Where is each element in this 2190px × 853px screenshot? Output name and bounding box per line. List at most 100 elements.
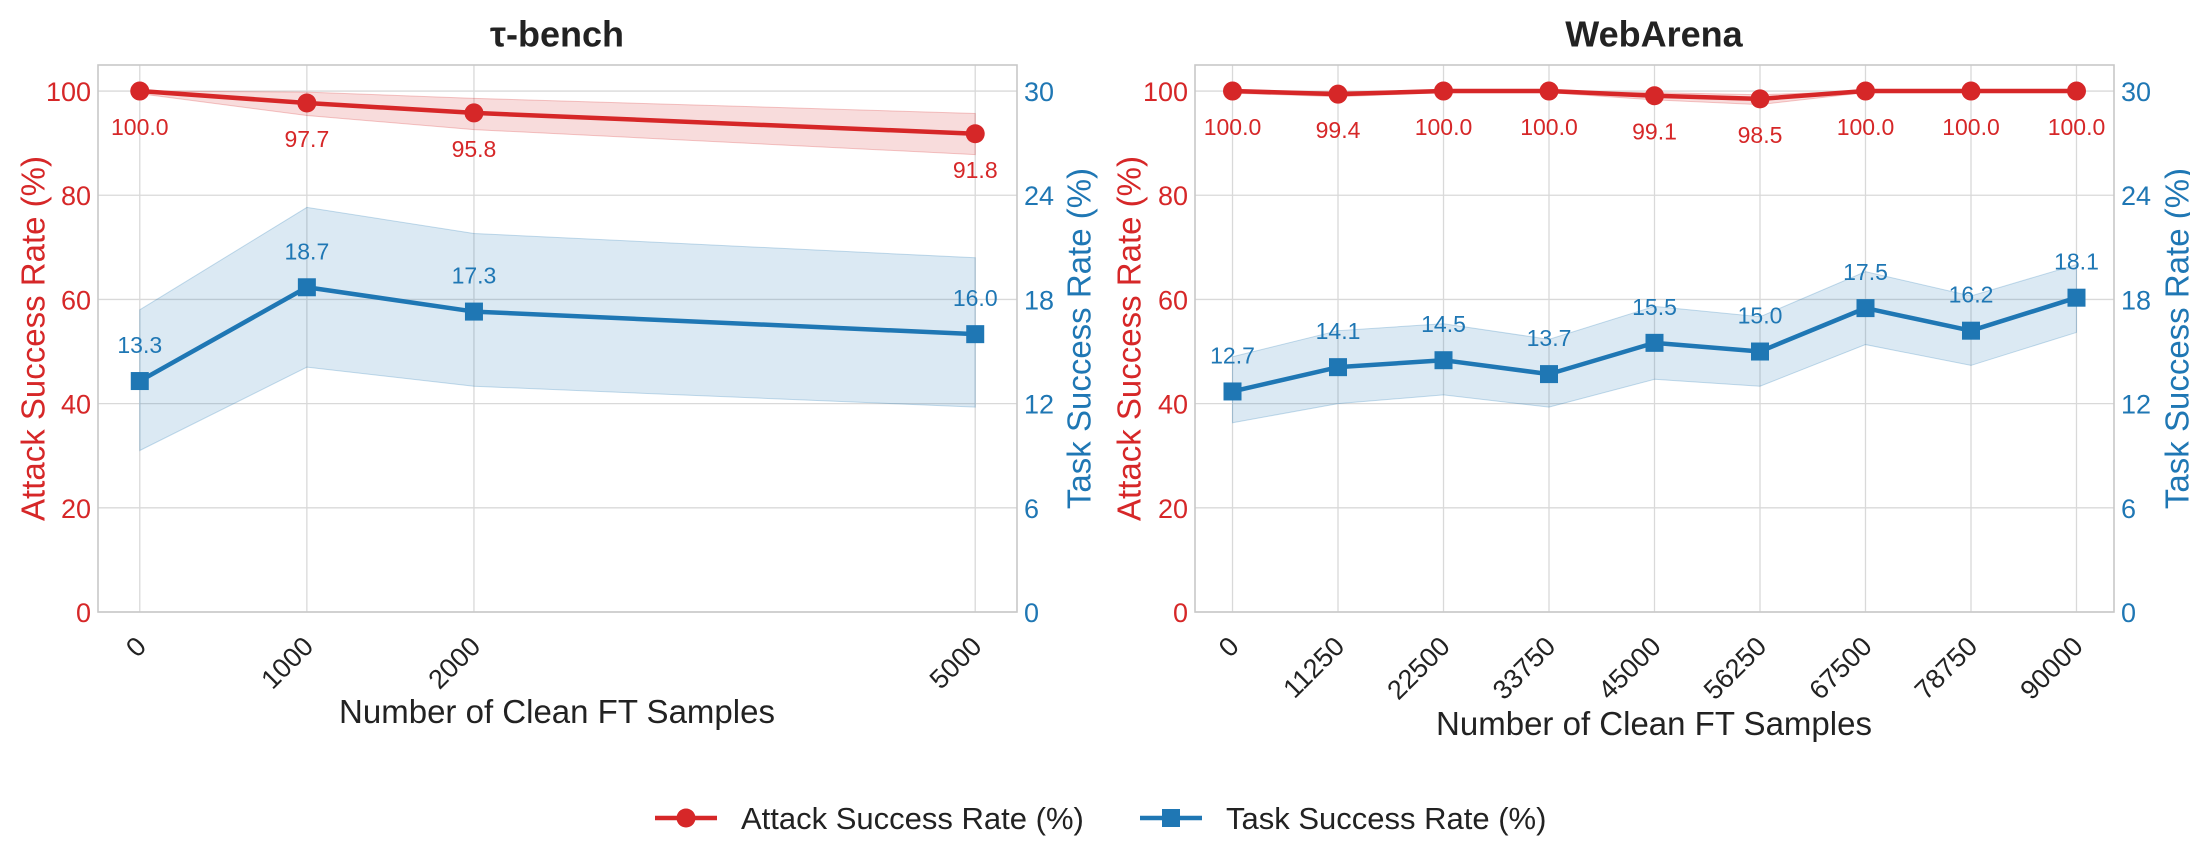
y-left-axis-label: Attack Success Rate (%) — [1111, 156, 1148, 521]
attack-success-point — [965, 124, 985, 144]
x-tick-label: 78750 — [1909, 631, 1983, 705]
x-tick-label: 0 — [120, 631, 152, 663]
y-left-tick-label: 20 — [61, 494, 91, 524]
task-success-point — [1961, 321, 1980, 340]
attack-success-data-label: 100.0 — [1520, 114, 1578, 140]
task-success-point — [1540, 365, 1559, 384]
task-success-point — [1329, 358, 1348, 377]
y-left-tick-label: 80 — [61, 181, 91, 211]
y-right-tick-label: 0 — [1024, 598, 1039, 628]
attack-success-point — [1645, 86, 1664, 106]
task-success-point — [2067, 288, 2086, 307]
legend-task-label: Task Success Rate (%) — [1226, 801, 1546, 836]
chart-panel-webarena: WebArena 0 20 40 60 80 100 0 6 12 18 24 30 0 11250 2250… — [1111, 14, 2190, 742]
y-right-tick-label: 0 — [2121, 598, 2136, 628]
attack-success-data-label: 97.7 — [284, 126, 329, 152]
task-success-point — [1645, 333, 1664, 352]
y-right-axis-label: Task Success Rate (%) — [2159, 168, 2190, 509]
attack-success-data-label: 100.0 — [1942, 114, 2000, 140]
panel-title: τ-bench — [490, 14, 624, 55]
attack-success-point — [464, 103, 484, 123]
task-success-data-label: 15.0 — [1738, 303, 1783, 329]
x-tick-label: 5000 — [924, 631, 988, 695]
y-right-tick-label: 24 — [2121, 181, 2151, 211]
attack-success-point — [1539, 81, 1559, 101]
y-right-tick-label: 6 — [2121, 494, 2136, 524]
task-success-line — [138, 285, 976, 384]
legend-attack-marker — [676, 808, 696, 828]
attack-success-point — [1328, 84, 1348, 104]
x-tick-label: 0 — [1213, 631, 1245, 663]
y-right-tick-label: 24 — [1024, 181, 1054, 211]
task-success-point — [1434, 351, 1453, 370]
task-success-data-label: 18.1 — [2054, 249, 2099, 275]
x-tick-label: 33750 — [1487, 631, 1561, 705]
task-success-data-label: 13.3 — [117, 332, 162, 358]
task-success-data-label: 15.5 — [1632, 294, 1677, 320]
task-success-point — [1223, 382, 1242, 401]
plot-frame — [1194, 64, 2115, 613]
y-right-tick-label: 30 — [1024, 77, 1054, 107]
x-axis-label: Number of Clean FT Samples — [339, 693, 775, 730]
y-left-tick-label: 100 — [46, 77, 91, 107]
x-tick-label: 11250 — [1277, 631, 1350, 704]
attack-success-point — [1223, 81, 1243, 101]
attack-success-data-label: 98.5 — [1738, 122, 1783, 148]
task-success-data-label: 16.0 — [953, 285, 998, 311]
x-tick-label: 22500 — [1381, 631, 1455, 705]
task-success-point — [297, 278, 316, 297]
y-left-tick-label: 40 — [61, 390, 91, 420]
attack-success-data-label: 99.1 — [1632, 119, 1677, 145]
attack-success-data-label: 91.8 — [953, 157, 998, 183]
y-right-tick-label: 18 — [2121, 285, 2151, 315]
legend-attack-label: Attack Success Rate (%) — [741, 801, 1084, 836]
attack-success-point — [1961, 81, 1981, 101]
x-axis-label: Number of Clean FT Samples — [1436, 705, 1872, 742]
attack-success-point — [1434, 81, 1454, 101]
x-tick-label: 2000 — [423, 631, 487, 695]
x-tick-label: 45000 — [1592, 631, 1666, 705]
task-success-point — [464, 302, 483, 321]
y-left-tick-label: 0 — [76, 598, 91, 628]
y-left-tick-label: 60 — [61, 285, 91, 315]
task-success-point — [1750, 342, 1769, 361]
attack-success-data-label: 99.4 — [1316, 117, 1361, 143]
task-success-data-label: 17.3 — [452, 263, 497, 289]
task-success-data-label: 14.5 — [1421, 311, 1466, 337]
attack-success-point — [2066, 81, 2086, 101]
task-success-data-label: 14.1 — [1316, 318, 1361, 344]
y-right-tick-label: 12 — [1024, 390, 1054, 420]
y-right-axis-label: Task Success Rate (%) — [1061, 168, 1098, 509]
panel-title: WebArena — [1565, 14, 1743, 55]
x-tick-label: 56250 — [1698, 631, 1772, 705]
y-left-tick-label: 80 — [1158, 181, 1188, 211]
x-tick-label: 90000 — [2014, 631, 2088, 705]
y-right-tick-label: 18 — [1024, 285, 1054, 315]
y-left-tick-label: 100 — [1143, 77, 1188, 107]
legend: Attack Success Rate (%) Task Success Rat… — [655, 801, 1546, 836]
task-success-point — [1856, 299, 1875, 318]
task-success-data-label: 13.7 — [1527, 325, 1572, 351]
y-left-tick-label: 60 — [1158, 285, 1188, 315]
attack-success-data-label: 100.0 — [111, 114, 169, 140]
task-success-data-label: 18.7 — [284, 238, 329, 264]
y-left-axis-label: Attack Success Rate (%) — [15, 156, 52, 521]
y-right-tick-label: 30 — [2121, 77, 2151, 107]
task-success-data-label: 17.5 — [1843, 259, 1888, 285]
attack-success-data-label: 100.0 — [1204, 114, 1262, 140]
task-success-point — [130, 372, 149, 391]
attack-success-point — [1750, 89, 1770, 109]
attack-success-point — [130, 81, 150, 101]
y-left-tick-label: 20 — [1158, 494, 1188, 524]
attack-success-point — [1855, 81, 1875, 101]
y-left-tick-label: 0 — [1173, 598, 1188, 628]
attack-success-data-label: 95.8 — [452, 136, 497, 162]
x-tick-label: 67500 — [1803, 631, 1877, 705]
y-right-tick-label: 6 — [1024, 494, 1039, 524]
task-success-point — [966, 325, 985, 344]
attack-success-data-label: 100.0 — [2048, 114, 2106, 140]
attack-success-line — [139, 88, 976, 137]
attack-success-data-label: 100.0 — [1837, 114, 1895, 140]
